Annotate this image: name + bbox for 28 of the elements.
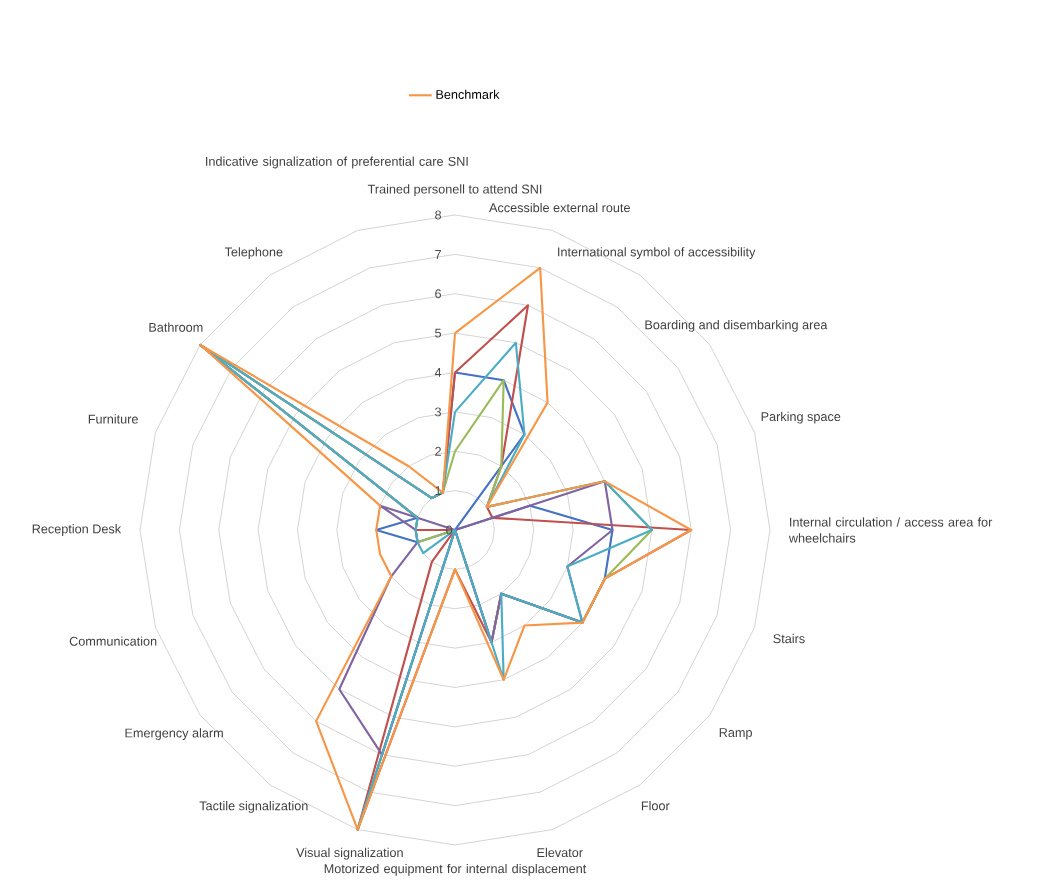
- spoke-label: Visual signalization: [296, 847, 403, 860]
- spoke-label: Ramp: [719, 728, 752, 740]
- y-tick-label: 6: [435, 289, 442, 299]
- spoke-label: Parking space: [761, 411, 841, 424]
- spoke-label: Accessible external route: [489, 202, 630, 213]
- spoke-label: Reception Desk: [32, 524, 122, 536]
- y-tick-label: 4: [434, 368, 442, 377]
- spoke-label: Communication: [69, 636, 157, 646]
- y-tick-label: 5: [435, 328, 442, 338]
- spoke-label: Emergency alarm: [125, 728, 223, 740]
- spoke-label: Trained personell to attend SNI: [367, 184, 542, 197]
- spoke-label: International symbol of accessibility: [558, 247, 756, 259]
- y-tick-label: 7: [435, 250, 441, 259]
- spoke-label: Indicative signalization of preferential care SNI: [206, 156, 468, 169]
- legend-label: Benchmark: [436, 89, 500, 99]
- y-tick-label: 2: [435, 446, 441, 456]
- spoke-label: Floor: [641, 801, 670, 811]
- spoke-label: Boarding and disembarking area: [645, 319, 828, 332]
- spoke-label: Telephone: [224, 247, 283, 259]
- spoke-label: Motorized equipment for internal displacement: [324, 863, 587, 876]
- spoke-label: Stairs: [773, 633, 805, 644]
- spoke-label: Furniture: [88, 414, 138, 424]
- y-tick-label: 3: [435, 407, 442, 417]
- spoke-label: Internal circulation / access area for wheelchairs: [788, 517, 993, 543]
- spoke-label: Tactile signalization: [199, 801, 308, 813]
- spoke-label: Bathroom: [149, 322, 203, 332]
- spoke-label: Elevator: [537, 847, 583, 858]
- y-tick-label: 8: [435, 210, 442, 220]
